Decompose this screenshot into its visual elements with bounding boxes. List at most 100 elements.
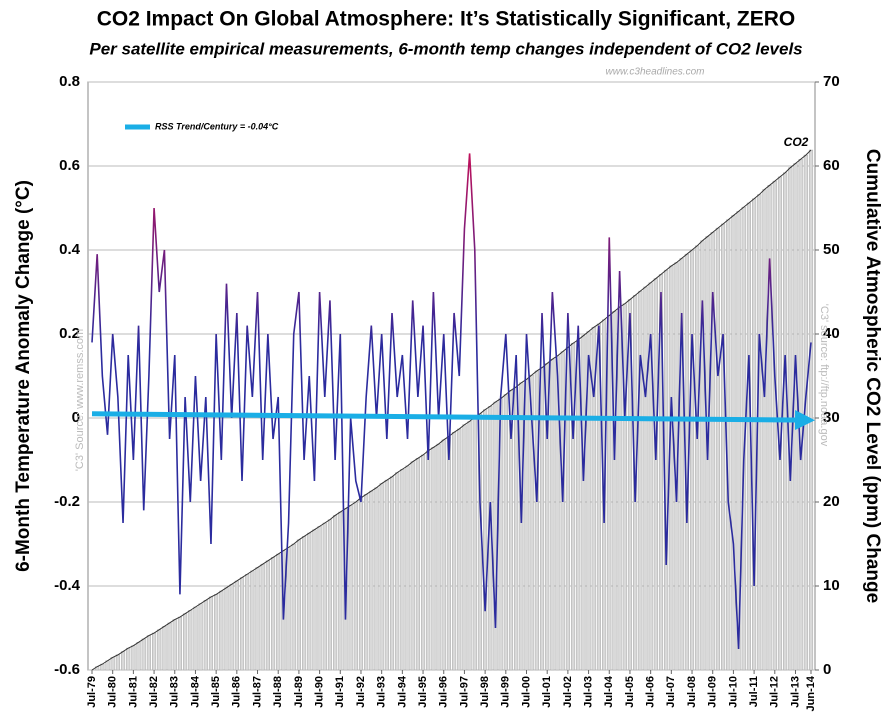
co2-bar — [131, 645, 136, 671]
co2-bar — [327, 519, 333, 671]
co2-bar — [338, 511, 343, 671]
co2-bar — [276, 553, 281, 671]
x-tick-label: Jul-10 — [727, 676, 739, 708]
x-tick-label: Jul-89 — [293, 676, 305, 708]
source-left: 'C3' Source: www.remss.com — [74, 329, 86, 471]
co2-bar — [514, 386, 519, 671]
co2-bar — [457, 428, 462, 671]
co2-bar — [353, 501, 358, 671]
x-tick-label: Jul-86 — [231, 676, 243, 708]
x-tick-label: Jul-12 — [769, 676, 781, 708]
co2-bar — [245, 573, 250, 671]
co2-bar — [126, 647, 131, 671]
co2-bar — [395, 472, 400, 671]
co2-bar — [234, 580, 239, 671]
co2-label: CO2 — [784, 135, 809, 149]
x-tick-label: Jul-81 — [127, 676, 139, 708]
co2-bar — [250, 570, 255, 671]
co2-bar — [141, 638, 146, 671]
co2-bar — [715, 227, 720, 671]
co2-bar — [374, 487, 379, 671]
source-right: 'C3' source: ftp://ftp.noaa.gov — [818, 304, 830, 447]
co2-bar — [721, 223, 726, 671]
co2-bar — [415, 458, 420, 671]
co2-bar — [607, 315, 612, 671]
co2-bar — [653, 278, 658, 671]
co2-bar — [286, 547, 291, 671]
co2-bar — [167, 622, 172, 671]
co2-bar — [291, 543, 296, 671]
co2-bar — [208, 596, 214, 671]
co2-bar — [452, 432, 457, 671]
y-tick-label: -0.6 — [54, 661, 80, 678]
co2-bar — [420, 454, 426, 671]
co2-bar — [384, 479, 389, 671]
co2-bar — [503, 394, 508, 671]
x-tick-label: Jul-03 — [582, 676, 594, 708]
x-tick-label: Jul-94 — [396, 675, 408, 708]
co2-bar — [379, 483, 384, 671]
co2-bar — [260, 563, 265, 671]
x-tick-label: Jul-84 — [189, 675, 201, 708]
x-tick-label: Jul-96 — [438, 676, 450, 708]
co2-bar — [302, 536, 307, 671]
co2-bar — [524, 379, 529, 671]
co2-bar — [152, 632, 157, 671]
co2-bar — [767, 185, 772, 671]
co2-bar — [405, 465, 410, 671]
co2-bar — [519, 382, 524, 671]
x-tick-label: Jul-97 — [458, 676, 470, 708]
co2-bar — [348, 505, 353, 671]
co2-bar — [752, 198, 757, 671]
y-tick-label: -0.2 — [54, 493, 80, 510]
x-tick-label: Jul-79 — [86, 676, 98, 708]
co2-bar — [312, 529, 317, 671]
co2-bar — [183, 613, 188, 671]
y2-tick-label: 10 — [823, 577, 840, 594]
temp-line — [91, 153, 812, 650]
co2-bar — [798, 159, 803, 671]
co2-bar — [793, 163, 798, 671]
x-tick-label: Jul-01 — [541, 676, 553, 708]
co2-bar — [219, 590, 224, 671]
y-tick-label: 0.2 — [59, 325, 80, 342]
co2-bar — [410, 461, 415, 671]
co2-bar — [689, 249, 695, 671]
co2-bar — [539, 367, 545, 671]
co2-bar — [612, 311, 617, 671]
x-tick-label: Jul-85 — [210, 676, 222, 708]
y2-tick-label: 40 — [823, 325, 840, 342]
co2-bar — [617, 306, 622, 671]
co2-bar — [441, 439, 446, 671]
co2-bar — [400, 468, 405, 671]
co2-bar — [472, 416, 477, 671]
co2-bar — [643, 286, 648, 671]
x-tick-label: Jul-06 — [645, 676, 657, 708]
co2-bar — [389, 476, 395, 671]
y2-tick-label: 60 — [823, 157, 840, 174]
co2-bar — [203, 600, 208, 671]
co2-bar — [731, 215, 736, 671]
website: www.c3headlines.com — [606, 67, 705, 78]
co2-bar — [162, 626, 167, 671]
y2-tick-label: 70 — [823, 73, 840, 90]
y-tick-label: 0 — [72, 409, 80, 426]
x-tick-label: Jul-91 — [334, 676, 346, 708]
co2-bar — [157, 629, 162, 671]
x-tick-label: Jun-14 — [805, 675, 817, 711]
co2-bar — [188, 610, 193, 671]
co2-bar — [224, 587, 229, 671]
x-tick-label: Jul-00 — [520, 676, 532, 708]
y2-tick-label: 30 — [823, 409, 840, 426]
co2-bar — [426, 450, 431, 671]
x-tick-label: Jul-08 — [686, 676, 698, 708]
co2-bar — [265, 560, 270, 671]
co2-bar — [115, 654, 120, 671]
y-tick-label: 0.4 — [59, 241, 81, 258]
co2-bar — [467, 421, 472, 671]
co2-bar — [369, 490, 374, 671]
x-tick-label: Jul-99 — [500, 676, 512, 708]
x-tick-label: Jul-05 — [624, 676, 636, 708]
co2-bar — [762, 189, 767, 671]
